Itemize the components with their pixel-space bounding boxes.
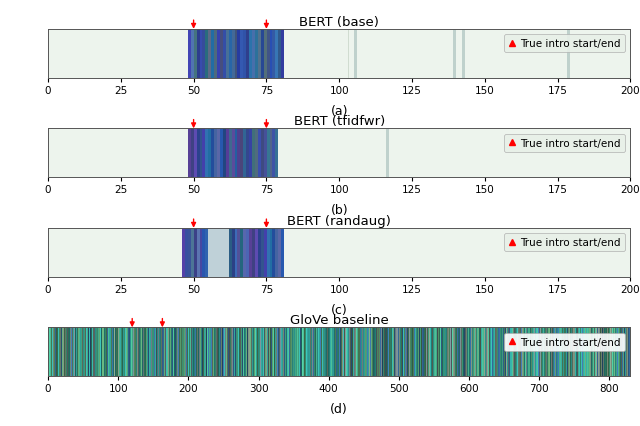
- Title: GloVe baseline: GloVe baseline: [290, 314, 388, 326]
- Legend: True intro start/end: True intro start/end: [504, 35, 625, 53]
- Text: (a): (a): [330, 104, 348, 117]
- Text: (c): (c): [331, 303, 348, 316]
- Legend: True intro start/end: True intro start/end: [504, 134, 625, 153]
- Legend: True intro start/end: True intro start/end: [504, 233, 625, 252]
- Text: (d): (d): [330, 402, 348, 415]
- Title: BERT (tfidfwr): BERT (tfidfwr): [294, 115, 385, 128]
- Text: (b): (b): [330, 204, 348, 216]
- Legend: True intro start/end: True intro start/end: [504, 333, 625, 351]
- Title: BERT (randaug): BERT (randaug): [287, 214, 391, 227]
- Title: BERT (base): BERT (base): [300, 16, 379, 29]
